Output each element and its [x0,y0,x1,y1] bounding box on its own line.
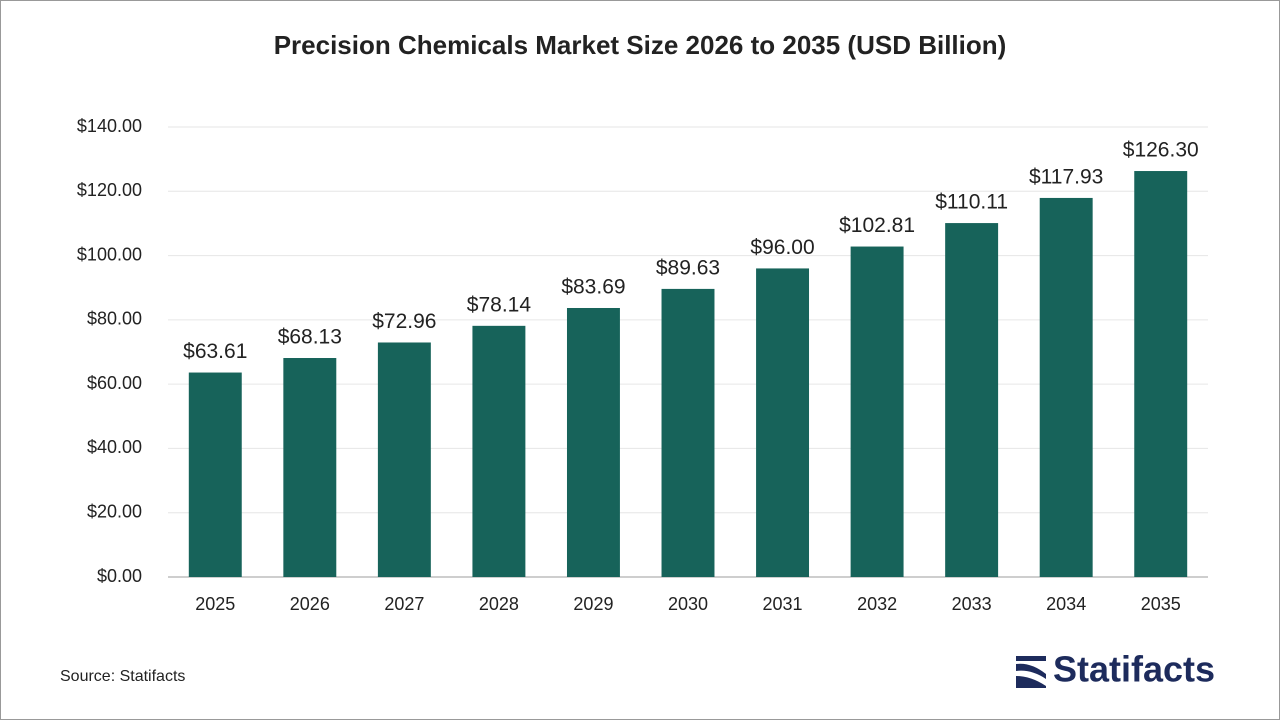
y-tick-label: $0.00 [97,566,142,586]
value-label: $126.30 [1123,139,1199,162]
bar [945,223,999,577]
y-tick-label: $140.00 [77,116,142,136]
x-tick-label: 2025 [195,594,235,614]
value-label: $83.69 [561,276,625,299]
y-tick-label: $100.00 [77,244,142,264]
x-tick-label: 2033 [952,594,992,614]
bar [1039,197,1093,578]
value-label: $96.00 [750,236,814,259]
bar [283,358,337,577]
logo: Statifacts [1053,649,1215,690]
x-tick-label: 2030 [668,594,708,614]
y-tick-label: $60.00 [87,373,142,393]
x-tick-label: 2027 [384,594,424,614]
bar [1134,171,1188,578]
bar [472,325,526,577]
value-label: $63.61 [183,340,247,363]
y-tick-label: $40.00 [87,437,142,457]
x-tick-label: 2029 [573,594,613,614]
x-tick-label: 2028 [479,594,519,614]
y-tick-label: $80.00 [87,309,142,329]
bar [661,288,715,577]
value-label: $117.93 [1029,165,1103,188]
value-label: $78.14 [467,293,532,316]
logo-icon [1016,656,1046,688]
bar [188,372,242,577]
chart-title: Precision Chemicals Market Size 2026 to … [274,30,1007,60]
value-label: $110.11 [935,191,1008,214]
x-tick-label: 2034 [1046,594,1086,614]
x-tick-label: 2032 [857,594,897,614]
bar [377,342,431,577]
value-label: $102.81 [839,214,915,237]
x-tick-label: 2035 [1141,594,1181,614]
value-label: $72.96 [372,310,436,333]
source: Source: Statifacts [60,668,185,685]
value-label: $89.63 [656,256,720,279]
bar [756,268,810,577]
bar [850,246,904,577]
value-label: $68.13 [278,326,342,349]
x-tick-label: 2026 [290,594,330,614]
y-tick-label: $20.00 [87,501,142,521]
bar [566,307,620,577]
x-tick-label: 2031 [763,594,803,614]
y-tick-label: $120.00 [77,180,142,200]
